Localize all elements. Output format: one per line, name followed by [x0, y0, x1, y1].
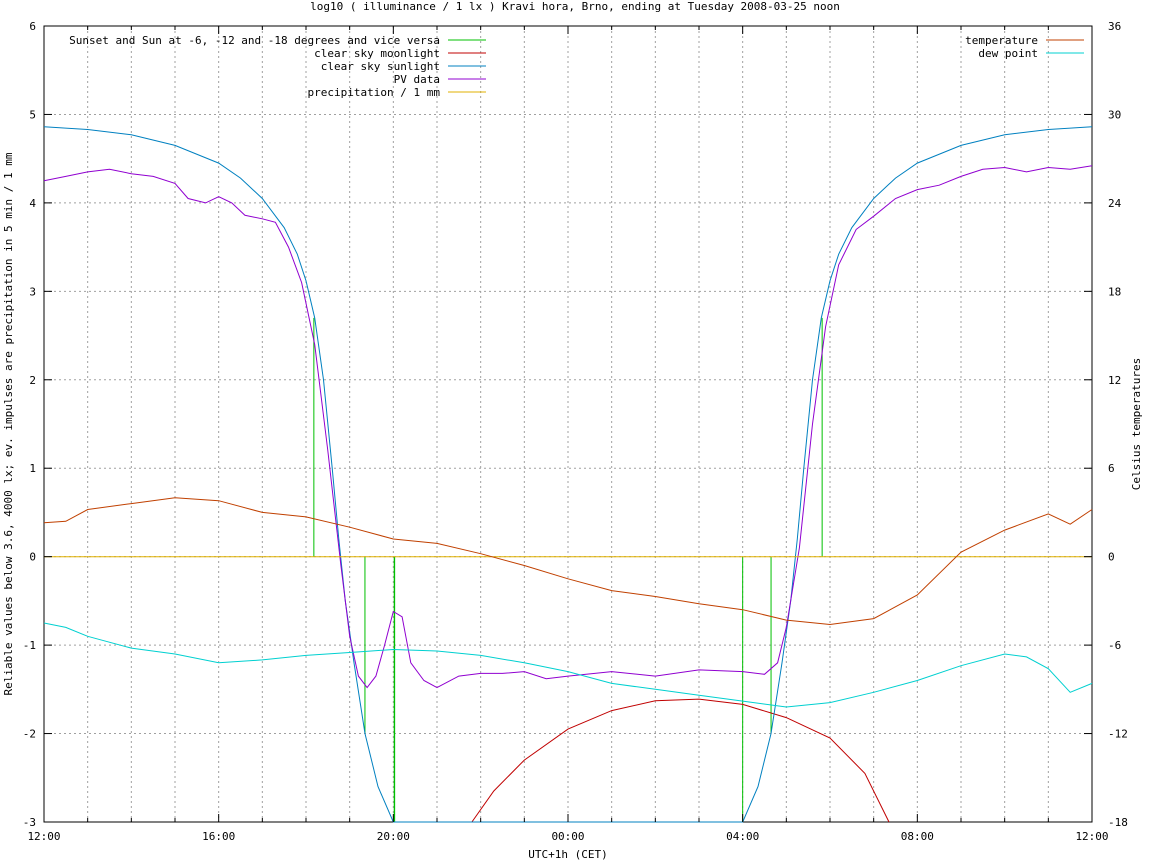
y-tick-label-right: 0 [1108, 551, 1115, 564]
series-line-pv-data [43, 165, 1093, 689]
x-tick-label: 00:00 [551, 830, 584, 843]
y-tick-label-left: -2 [23, 728, 36, 741]
legend: Sunset and Sun at -6, -12 and -18 degree… [69, 34, 1084, 99]
series-line-dew-point [43, 622, 1093, 708]
y-tick-label-right: 18 [1108, 285, 1121, 298]
y-axis-label-left: Reliable values below 3.6, 4000 lx; ev. … [2, 152, 15, 695]
y-tick-label-left: 4 [29, 197, 36, 210]
y-tick-label-left: 2 [29, 374, 36, 387]
y-tick-label-left: 3 [29, 285, 36, 298]
legend-label-pv-data: PV data [394, 73, 440, 86]
y-axis-label-right: Celsius temperatures [1130, 358, 1143, 490]
y-tick-label-right: 6 [1108, 462, 1115, 475]
x-axis-label: UTC+1h (CET) [528, 848, 607, 861]
legend-label-dew-point: dew point [978, 47, 1038, 60]
y-tick-label-left: 0 [29, 551, 36, 564]
y-tick-label-right: -12 [1108, 728, 1128, 741]
y-tick-label-right: -6 [1108, 639, 1121, 652]
y-tick-label-left: 1 [29, 462, 36, 475]
grid [44, 26, 1092, 822]
legend-label-clear-sky-moonlight: clear sky moonlight [314, 47, 440, 60]
legend-label-clear-sky-sunlight: clear sky sunlight [321, 60, 440, 73]
y-tick-label-left: -1 [23, 639, 36, 652]
x-tick-label: 12:00 [1075, 830, 1108, 843]
legend-label-sunset-and-sun-at-6-12-and-18-degrees-and-vice-versa: Sunset and Sun at -6, -12 and -18 degree… [69, 34, 440, 47]
y-tick-label-right: 12 [1108, 374, 1121, 387]
y-tick-label-right: 24 [1108, 197, 1122, 210]
chart-title: log10 ( illuminance / 1 lx ) Kravi hora,… [310, 0, 840, 13]
x-tick-label: 20:00 [377, 830, 410, 843]
y-tick-label-right: 36 [1108, 20, 1121, 33]
y-tick-label-left: 5 [29, 108, 36, 121]
x-tick-label: 16:00 [202, 830, 235, 843]
y-tick-label-left: 6 [29, 20, 36, 33]
x-tick-label: 12:00 [27, 830, 60, 843]
x-tick-label: 08:00 [901, 830, 934, 843]
y-tick-label-right: -18 [1108, 816, 1128, 829]
series-line-clear-sky-moonlight [471, 698, 890, 823]
legend-label-precipitation-1-mm: precipitation / 1 mm [308, 86, 441, 99]
x-tick-label: 04:00 [726, 830, 759, 843]
legend-label-temperature: temperature [965, 34, 1038, 47]
series-line-temperature [43, 497, 1093, 626]
y-tick-label-right: 30 [1108, 108, 1121, 121]
y-tick-label-left: -3 [23, 816, 36, 829]
